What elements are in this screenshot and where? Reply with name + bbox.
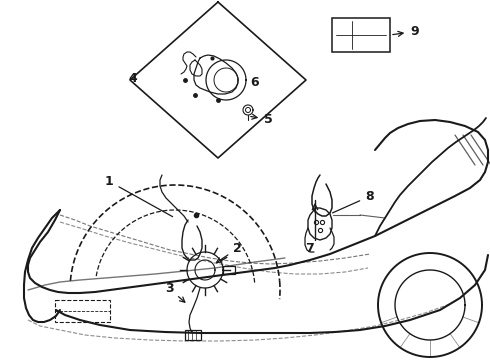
Text: 9: 9 <box>393 25 418 38</box>
Text: 3: 3 <box>165 282 185 302</box>
Bar <box>55 300 110 322</box>
Text: 8: 8 <box>333 190 373 213</box>
Text: 7: 7 <box>306 242 315 255</box>
Text: 2: 2 <box>217 242 242 263</box>
Text: 5: 5 <box>251 113 273 126</box>
Text: 4: 4 <box>129 72 137 85</box>
Bar <box>332 18 390 52</box>
Bar <box>185 330 201 340</box>
Text: 1: 1 <box>105 175 172 217</box>
Bar <box>223 266 235 274</box>
Text: 6: 6 <box>251 76 259 89</box>
